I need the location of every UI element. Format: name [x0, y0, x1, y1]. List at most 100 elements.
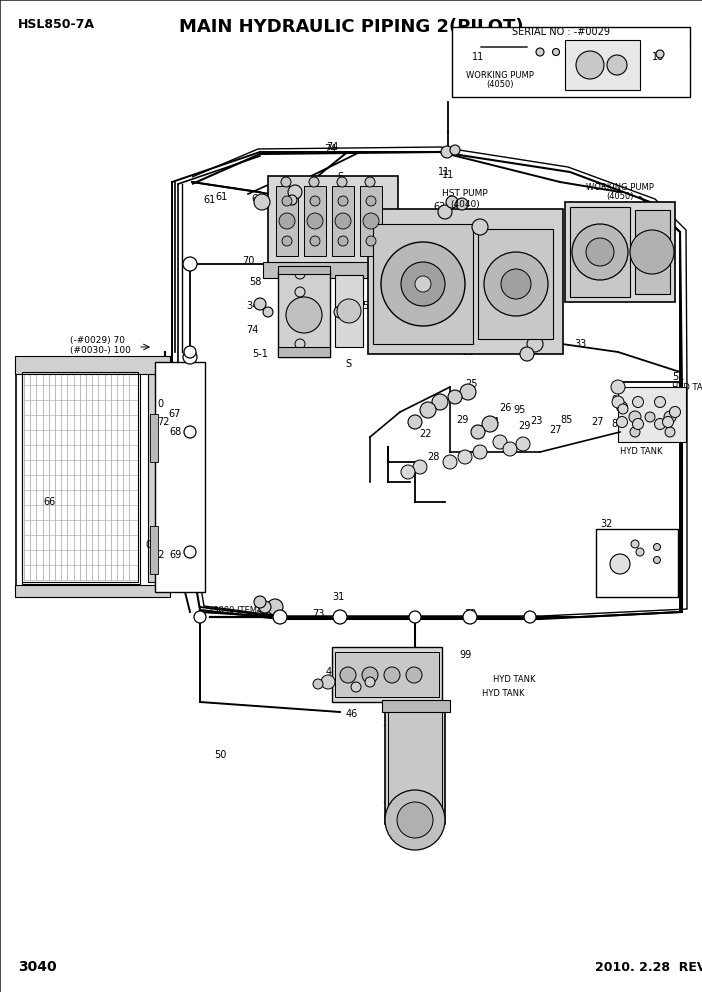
Circle shape: [254, 298, 266, 310]
Bar: [565, 40, 640, 90]
Bar: [15, 356, 170, 374]
Circle shape: [432, 394, 448, 410]
Circle shape: [618, 404, 628, 414]
Circle shape: [295, 269, 305, 279]
Circle shape: [337, 177, 347, 187]
Text: 51: 51: [672, 372, 684, 382]
Text: 74: 74: [246, 325, 258, 335]
Circle shape: [441, 146, 453, 158]
Circle shape: [338, 236, 348, 246]
Text: 50: 50: [214, 750, 226, 760]
Circle shape: [524, 611, 536, 623]
Circle shape: [516, 437, 530, 451]
Circle shape: [194, 611, 206, 623]
Circle shape: [254, 194, 270, 210]
Circle shape: [656, 50, 664, 58]
Circle shape: [273, 610, 287, 624]
Circle shape: [665, 427, 675, 437]
Text: 29: 29: [456, 415, 468, 425]
Text: 97: 97: [649, 227, 661, 237]
Circle shape: [527, 336, 543, 352]
Bar: [268, 176, 398, 266]
Circle shape: [365, 177, 375, 187]
Bar: [565, 202, 675, 302]
Text: 83: 83: [629, 215, 641, 225]
Circle shape: [385, 790, 445, 850]
Text: (4050): (4050): [486, 79, 514, 88]
Circle shape: [295, 287, 305, 297]
Bar: [332, 647, 442, 702]
Text: HSL850-7A: HSL850-7A: [18, 18, 95, 31]
Bar: [618, 387, 686, 442]
Text: 45: 45: [350, 692, 362, 702]
Circle shape: [307, 213, 323, 229]
Circle shape: [616, 417, 628, 428]
Circle shape: [363, 213, 379, 229]
Circle shape: [612, 396, 624, 408]
Circle shape: [183, 257, 197, 271]
Circle shape: [446, 196, 458, 208]
Bar: [335, 652, 439, 697]
Circle shape: [611, 380, 625, 394]
Circle shape: [586, 238, 614, 266]
Text: 71: 71: [476, 219, 488, 229]
Text: 62: 62: [446, 197, 458, 207]
Text: 99: 99: [459, 650, 471, 660]
Text: 46: 46: [346, 709, 358, 719]
Text: 46: 46: [334, 692, 346, 702]
Text: 11: 11: [472, 52, 484, 62]
Circle shape: [460, 384, 476, 400]
Circle shape: [295, 339, 305, 349]
Text: WORKING PUMP: WORKING PUMP: [572, 203, 640, 212]
Circle shape: [313, 679, 323, 689]
Text: HYD TANK: HYD TANK: [672, 383, 702, 392]
Circle shape: [645, 412, 655, 422]
Text: 94: 94: [612, 395, 624, 405]
Bar: [570, 207, 630, 297]
Text: 94: 94: [620, 412, 632, 422]
Bar: [278, 272, 330, 357]
Circle shape: [408, 415, 422, 429]
Circle shape: [184, 346, 196, 358]
Circle shape: [340, 667, 356, 683]
Text: 72: 72: [376, 677, 388, 687]
Text: 47: 47: [364, 677, 376, 687]
Circle shape: [633, 419, 644, 430]
Text: (#0030-) 100: (#0030-) 100: [70, 345, 131, 354]
Circle shape: [334, 611, 346, 623]
Circle shape: [503, 442, 517, 456]
Text: 7-2: 7-2: [382, 802, 398, 812]
Text: 61: 61: [215, 192, 227, 202]
Text: 36: 36: [462, 347, 474, 357]
Text: 63: 63: [434, 202, 446, 212]
Text: 42: 42: [354, 650, 366, 660]
Text: 23: 23: [530, 416, 542, 426]
Text: 0: 0: [145, 540, 151, 550]
Circle shape: [448, 390, 462, 404]
Circle shape: [607, 55, 627, 75]
Circle shape: [415, 276, 431, 292]
Text: 69: 69: [169, 550, 181, 560]
Text: 18: 18: [652, 52, 664, 62]
Circle shape: [413, 460, 427, 474]
Text: 85: 85: [561, 415, 574, 425]
Text: 34: 34: [246, 301, 258, 311]
Text: 51: 51: [618, 407, 630, 417]
Bar: [278, 347, 330, 357]
Bar: [335, 275, 363, 347]
Bar: [22, 372, 138, 582]
Circle shape: [664, 411, 676, 423]
Circle shape: [629, 411, 641, 423]
Text: 33: 33: [574, 339, 586, 349]
Circle shape: [274, 611, 286, 623]
Circle shape: [337, 299, 361, 323]
Text: 3040: 3040: [18, 960, 57, 974]
Text: S: S: [345, 359, 351, 369]
Circle shape: [333, 610, 347, 624]
Text: 95: 95: [514, 405, 526, 415]
Bar: [16, 362, 164, 592]
Bar: [385, 709, 445, 824]
Bar: [478, 229, 553, 339]
Text: 7-1: 7-1: [382, 725, 398, 735]
Text: (4080): (4080): [333, 216, 363, 225]
